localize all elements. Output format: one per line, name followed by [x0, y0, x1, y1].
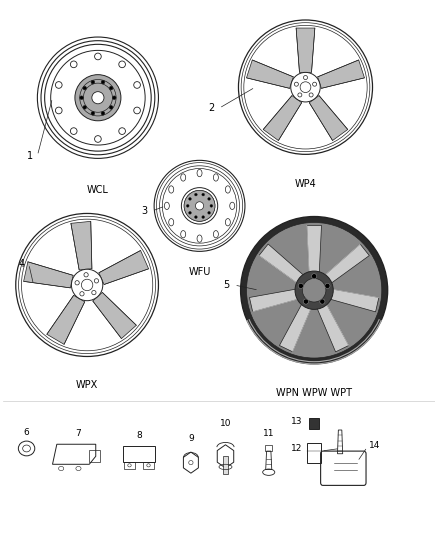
- Ellipse shape: [81, 279, 93, 290]
- Polygon shape: [47, 295, 85, 344]
- Ellipse shape: [202, 193, 205, 196]
- Ellipse shape: [84, 273, 88, 277]
- Ellipse shape: [311, 273, 317, 279]
- Ellipse shape: [304, 299, 308, 304]
- Polygon shape: [325, 244, 369, 283]
- Text: 8: 8: [136, 431, 142, 440]
- Text: 11: 11: [263, 429, 275, 438]
- Ellipse shape: [320, 299, 325, 304]
- Ellipse shape: [189, 212, 191, 214]
- FancyBboxPatch shape: [309, 418, 319, 429]
- Text: 3: 3: [141, 206, 148, 216]
- Ellipse shape: [194, 193, 197, 196]
- Polygon shape: [307, 225, 321, 272]
- Ellipse shape: [110, 106, 113, 109]
- Ellipse shape: [101, 111, 105, 115]
- Text: WP4: WP4: [295, 180, 316, 189]
- Text: 9: 9: [188, 433, 194, 442]
- Ellipse shape: [80, 96, 83, 100]
- Text: 10: 10: [220, 419, 231, 428]
- Ellipse shape: [240, 216, 388, 364]
- Ellipse shape: [313, 82, 317, 86]
- Ellipse shape: [298, 284, 304, 288]
- Text: 2: 2: [208, 103, 215, 114]
- Text: 5: 5: [223, 280, 230, 290]
- Text: WCL: WCL: [87, 185, 109, 195]
- Polygon shape: [247, 60, 293, 88]
- Ellipse shape: [113, 96, 116, 100]
- Ellipse shape: [309, 93, 313, 97]
- FancyBboxPatch shape: [223, 456, 228, 474]
- Polygon shape: [263, 95, 302, 141]
- Text: WPX: WPX: [76, 380, 98, 390]
- Polygon shape: [99, 251, 148, 285]
- Ellipse shape: [195, 202, 204, 210]
- Ellipse shape: [294, 82, 298, 86]
- Polygon shape: [93, 293, 136, 338]
- Text: 4: 4: [18, 259, 25, 269]
- Ellipse shape: [300, 82, 311, 93]
- Ellipse shape: [210, 205, 213, 207]
- Text: 1: 1: [27, 151, 33, 161]
- Text: WFU: WFU: [188, 266, 211, 277]
- Ellipse shape: [208, 212, 210, 214]
- Text: 7: 7: [76, 429, 81, 438]
- Ellipse shape: [302, 278, 326, 302]
- Ellipse shape: [208, 198, 210, 200]
- Ellipse shape: [75, 75, 121, 121]
- Polygon shape: [279, 304, 311, 352]
- Text: 12: 12: [291, 444, 302, 453]
- Ellipse shape: [202, 216, 205, 219]
- Polygon shape: [259, 244, 304, 283]
- Ellipse shape: [194, 216, 197, 219]
- Ellipse shape: [91, 111, 95, 115]
- Ellipse shape: [184, 190, 215, 221]
- Ellipse shape: [71, 269, 103, 301]
- Ellipse shape: [304, 76, 307, 79]
- Text: 6: 6: [24, 428, 29, 437]
- Text: 14: 14: [369, 441, 381, 450]
- Polygon shape: [318, 60, 364, 88]
- Ellipse shape: [187, 205, 189, 207]
- Text: WPN WPW WPT: WPN WPW WPT: [276, 388, 352, 398]
- Ellipse shape: [295, 271, 333, 309]
- Ellipse shape: [80, 292, 84, 296]
- Ellipse shape: [298, 93, 302, 97]
- Text: 13: 13: [290, 417, 302, 425]
- Ellipse shape: [291, 72, 320, 102]
- Ellipse shape: [92, 92, 104, 104]
- Ellipse shape: [75, 281, 79, 285]
- Ellipse shape: [189, 198, 191, 200]
- Ellipse shape: [94, 279, 99, 283]
- Ellipse shape: [91, 80, 95, 84]
- Polygon shape: [296, 28, 315, 72]
- Polygon shape: [71, 221, 92, 270]
- Polygon shape: [317, 304, 349, 352]
- Ellipse shape: [83, 106, 87, 109]
- Ellipse shape: [92, 290, 96, 295]
- Ellipse shape: [101, 80, 105, 84]
- Polygon shape: [330, 289, 379, 312]
- Polygon shape: [249, 289, 298, 312]
- Polygon shape: [309, 95, 348, 141]
- Ellipse shape: [83, 86, 87, 90]
- Polygon shape: [24, 262, 73, 288]
- Ellipse shape: [325, 284, 330, 288]
- Ellipse shape: [110, 86, 113, 90]
- Ellipse shape: [247, 222, 382, 358]
